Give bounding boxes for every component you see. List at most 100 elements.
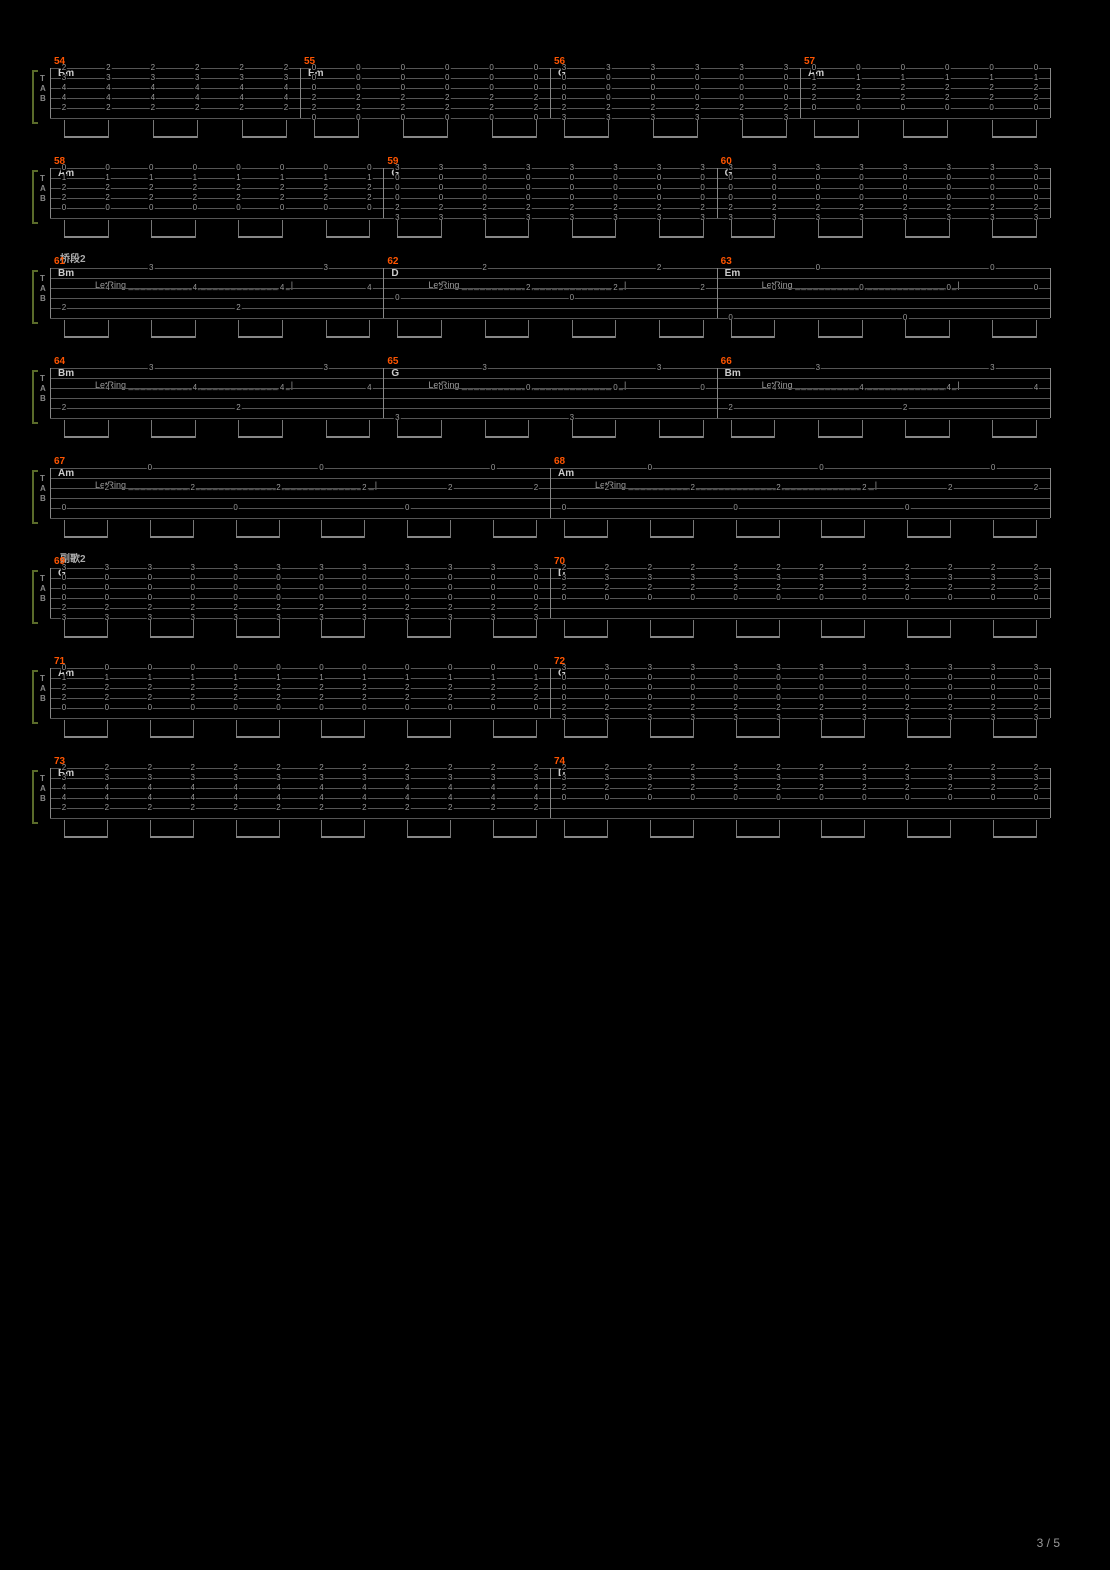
string-line	[50, 718, 1050, 719]
fret-number: 0	[689, 594, 695, 602]
fret-number: 0	[647, 594, 653, 602]
fret-number: 0	[946, 194, 952, 202]
fret-number: 2	[355, 94, 361, 102]
fret-number: 2	[561, 764, 567, 772]
fret-number: 0	[61, 164, 67, 172]
fret-number: 2	[533, 694, 539, 702]
fret-number: 3	[147, 564, 153, 572]
fret-number: 2	[318, 604, 324, 612]
fret-number: 3	[904, 574, 910, 582]
fret-number: 4	[447, 784, 453, 792]
barline	[50, 168, 51, 218]
fret-number: 0	[561, 594, 567, 602]
fret-number: 0	[699, 194, 705, 202]
fret-number: 0	[861, 594, 867, 602]
fret-number: 2	[604, 784, 610, 792]
fret-number: 0	[944, 104, 950, 112]
fret-number: 0	[189, 574, 195, 582]
fret-number: 4	[192, 284, 198, 292]
fret-number: 2	[1033, 204, 1039, 212]
fret-number: 2	[404, 804, 410, 812]
barline	[550, 668, 551, 718]
fret-number: 0	[355, 74, 361, 82]
fret-number: 3	[104, 564, 110, 572]
fret-number: 0	[732, 594, 738, 602]
fret-number: 0	[904, 684, 910, 692]
fret-number: 3	[490, 564, 496, 572]
fret-number: 0	[647, 674, 653, 682]
fret-number: 0	[561, 674, 567, 682]
fret-number: 1	[147, 674, 153, 682]
string-line	[50, 408, 1050, 409]
fret-number: 2	[855, 94, 861, 102]
fret-number: 0	[650, 94, 656, 102]
fret-number: 0	[1033, 684, 1039, 692]
fret-number: 3	[783, 64, 789, 72]
fret-number: 0	[815, 264, 821, 272]
string-line	[50, 298, 1050, 299]
barline	[1050, 268, 1051, 318]
fret-number: 2	[694, 104, 700, 112]
fret-number: 0	[990, 594, 996, 602]
fret-number: 1	[104, 674, 110, 682]
fret-number: 0	[861, 684, 867, 692]
fret-number: 2	[861, 484, 867, 492]
fret-number: 2	[647, 704, 653, 712]
fret-number: 0	[569, 194, 575, 202]
fret-number: 4	[318, 784, 324, 792]
fret-number: 4	[404, 784, 410, 792]
fret-number: 0	[561, 794, 567, 802]
fret-number: 4	[366, 284, 372, 292]
fret-number: 2	[447, 804, 453, 812]
fret-number: 3	[699, 164, 705, 172]
fret-number: 2	[944, 84, 950, 92]
string-line	[50, 278, 1050, 279]
fret-number: 0	[815, 184, 821, 192]
fret-number: 4	[275, 794, 281, 802]
fret-number: 2	[861, 764, 867, 772]
fret-number: 4	[366, 384, 372, 392]
measure-number: 65	[387, 356, 398, 367]
fret-number: 2	[490, 684, 496, 692]
fret-number: 2	[647, 764, 653, 772]
fret-number: 2	[189, 604, 195, 612]
fret-number: 4	[238, 84, 244, 92]
fret-number: 1	[104, 174, 110, 182]
fret-number: 2	[650, 104, 656, 112]
fret-number: 3	[727, 164, 733, 172]
fret-number: 3	[438, 164, 444, 172]
fret-number: 2	[404, 604, 410, 612]
fret-number: 2	[699, 284, 705, 292]
fret-number: 3	[361, 774, 367, 782]
fret-number: 3	[318, 564, 324, 572]
fret-number: 0	[775, 794, 781, 802]
fret-number: 0	[818, 684, 824, 692]
fret-number: 0	[438, 184, 444, 192]
fret-number: 0	[689, 674, 695, 682]
fret-number: 0	[727, 194, 733, 202]
fret-number: 0	[366, 204, 372, 212]
tab-system: BmDTAB7374234422344223442234422344223442…	[50, 768, 1060, 818]
tab-clef: TAB	[40, 274, 46, 304]
fret-number: 0	[61, 584, 67, 592]
fret-number: 2	[904, 764, 910, 772]
fret-number: 2	[235, 304, 241, 312]
system-bracket	[32, 70, 38, 124]
fret-number: 0	[481, 184, 487, 192]
fret-number: 0	[771, 284, 777, 292]
fret-number: 2	[783, 104, 789, 112]
barline	[50, 668, 51, 718]
fret-number: 2	[232, 684, 238, 692]
fret-number: 2	[147, 604, 153, 612]
fret-number: 2	[818, 704, 824, 712]
fret-number: 2	[318, 684, 324, 692]
fret-number: 0	[232, 574, 238, 582]
fret-number: 0	[902, 184, 908, 192]
fret-number: 2	[533, 104, 539, 112]
fret-number: 2	[490, 694, 496, 702]
fret-number: 0	[775, 684, 781, 692]
string-line	[50, 618, 1050, 619]
fret-number: 4	[361, 794, 367, 802]
fret-number: 0	[858, 174, 864, 182]
fret-number: 3	[322, 264, 328, 272]
